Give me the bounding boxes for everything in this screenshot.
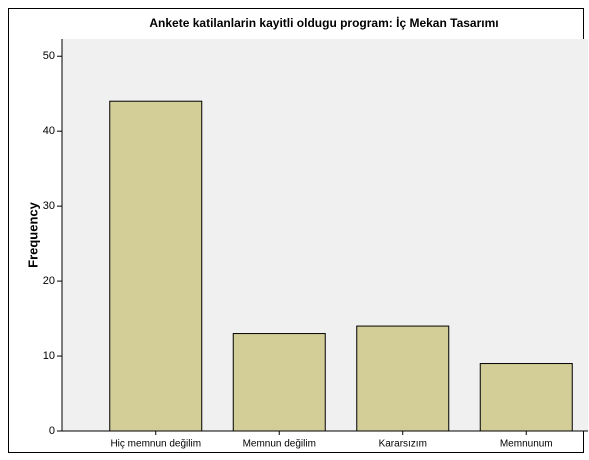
x-tick-label: Kararsızım (379, 439, 427, 450)
y-axis-label: Frequency (25, 201, 40, 268)
y-tick-label: 10 (43, 350, 55, 362)
bar (356, 325, 450, 432)
y-tick-label: 50 (43, 50, 55, 62)
x-tick-label: Memnun değilim (243, 439, 316, 450)
chart-title: Ankete katilanlarin kayitli oldugu progr… (149, 15, 498, 30)
x-tick-label: Hiç memnun değilim (110, 439, 201, 450)
y-tick-label: 40 (43, 125, 55, 137)
y-tick-label: 0 (49, 425, 55, 437)
y-tick-label: 20 (43, 275, 55, 287)
bar (109, 100, 203, 432)
bar (479, 363, 573, 432)
y-tick-label: 30 (43, 200, 55, 212)
bar (232, 333, 326, 432)
x-tick-label: Memnunum (500, 439, 553, 450)
